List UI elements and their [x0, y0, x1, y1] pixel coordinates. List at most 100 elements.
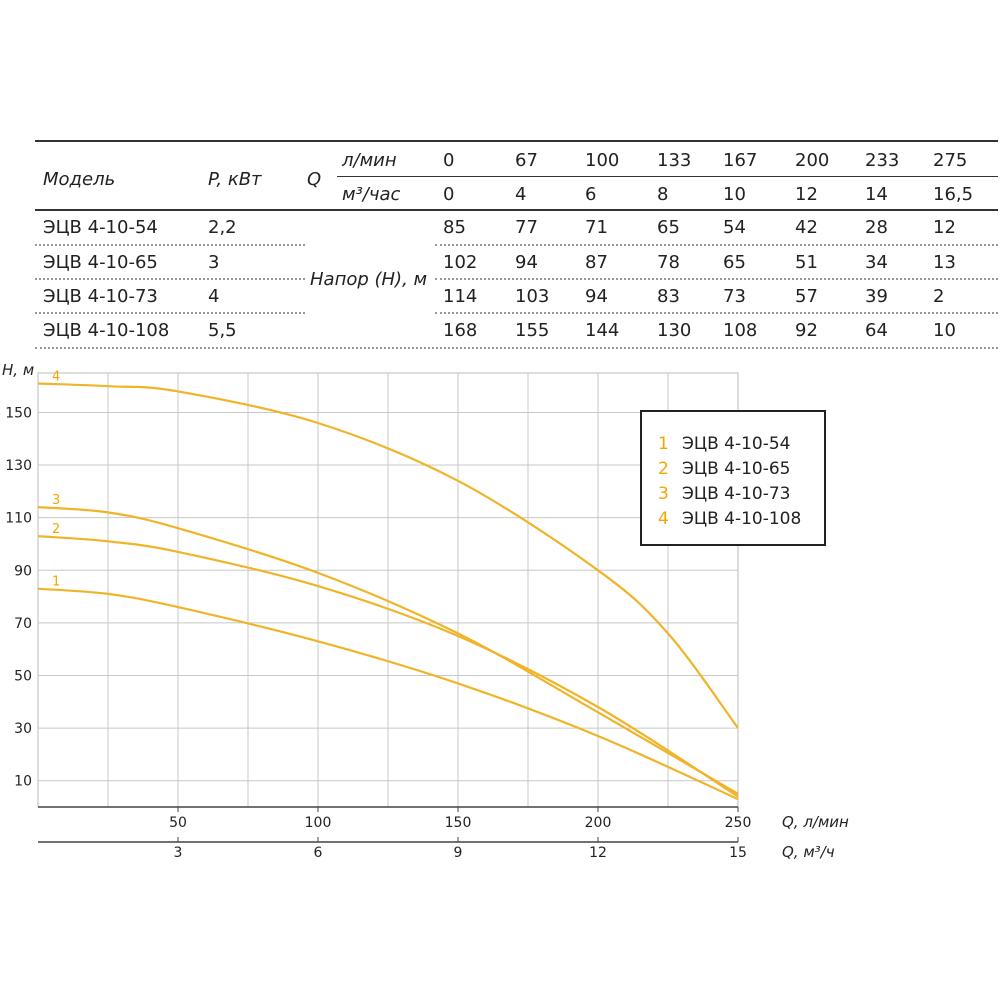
chart-grid: [37, 372, 739, 808]
head-cell: 92: [795, 320, 818, 341]
legend-label: ЭЦВ 4-10-108: [682, 509, 802, 529]
x-axis-label: Q, л/мин: [782, 813, 849, 831]
series-label: 3: [52, 493, 60, 508]
head-cell: 57: [795, 286, 818, 307]
model-header: Модель: [43, 169, 116, 190]
head-cell: 65: [723, 252, 746, 273]
flow-unit-m3h: м³/час: [342, 184, 401, 205]
x2-tick-label: 15: [729, 845, 747, 861]
y-tick-label: 50: [14, 668, 32, 684]
power-cell: 4: [208, 286, 220, 307]
flow-lmin-cell: 200: [795, 150, 830, 171]
y-tick-label: 10: [14, 774, 32, 790]
head-cell: 2: [933, 286, 945, 307]
flow-lmin-cell: 167: [723, 150, 758, 171]
x2-tick-label: 12: [589, 845, 607, 861]
head-cell: 13: [933, 252, 956, 273]
legend-label: ЭЦВ 4-10-54: [682, 434, 791, 454]
legend-marker: 2: [658, 459, 669, 479]
model-cell: ЭЦВ 4-10-65: [43, 252, 158, 273]
y-tick-label: 70: [14, 616, 32, 632]
chart-legend: 1 ЭЦВ 4-10-54 2 ЭЦВ 4-10-65 3 ЭЦВ 4-10-73 4…: [640, 410, 826, 546]
pump-data-table: Модель P, кВт Q л/мин м³/час Напор (Н), …: [0, 0, 1000, 360]
head-cell: 10: [933, 320, 956, 341]
head-cell: 51: [795, 252, 818, 273]
head-cell: 42: [795, 217, 818, 238]
table-top-rule: [35, 140, 998, 142]
y-axis-label: Н, м: [2, 361, 34, 379]
head-cell: 34: [865, 252, 888, 273]
power-cell: 5,5: [208, 320, 237, 341]
x2-tick-label: 3: [174, 845, 183, 861]
head-cell: 83: [657, 286, 680, 307]
flow-lmin-cell: 133: [657, 150, 692, 171]
head-cell: 130: [657, 320, 692, 341]
model-cell: ЭЦВ 4-10-73: [43, 286, 158, 307]
head-cell: 78: [657, 252, 680, 273]
header-divider: [337, 176, 998, 177]
head-cell: 168: [443, 320, 478, 341]
head-cell: 94: [515, 252, 538, 273]
head-cell: 65: [657, 217, 680, 238]
flow-header: Q: [307, 169, 322, 190]
x2-tick-label: 6: [314, 845, 323, 861]
model-cell: ЭЦВ 4-10-108: [43, 320, 170, 341]
header-bottom-rule: [35, 209, 998, 211]
flow-m3h-cell: 12: [795, 184, 818, 205]
y-tick-label: 90: [14, 563, 32, 579]
power-cell: 2,2: [208, 217, 237, 238]
head-cell: 77: [515, 217, 538, 238]
row-divider: [435, 244, 998, 246]
x2-tick-label: 9: [454, 845, 463, 861]
head-cell: 73: [723, 286, 746, 307]
row-divider: [35, 278, 305, 280]
y-tick-label: 30: [14, 721, 32, 737]
x-tick-label: 50: [169, 815, 187, 831]
row-divider: [435, 312, 998, 314]
flow-unit-lmin: л/мин: [342, 150, 397, 171]
head-cell: 64: [865, 320, 888, 341]
head-cell: 12: [933, 217, 956, 238]
flow-m3h-cell: 16,5: [933, 184, 974, 205]
power-cell: 3: [208, 252, 220, 273]
legend-item: 3 ЭЦВ 4-10-73: [658, 484, 790, 504]
legend-item: 2 ЭЦВ 4-10-65: [658, 459, 790, 479]
row-divider: [35, 312, 305, 314]
series-label: 1: [52, 575, 60, 590]
row-divider: [35, 244, 305, 246]
head-cell: 102: [443, 252, 478, 273]
flow-m3h-cell: 8: [657, 184, 669, 205]
flow-m3h-cell: 14: [865, 184, 888, 205]
head-cell: 94: [585, 286, 608, 307]
legend-item: 4 ЭЦВ 4-10-108: [658, 509, 801, 529]
series-line: [37, 587, 739, 801]
flow-m3h-cell: 10: [723, 184, 746, 205]
x2-axis-label: Q, м³/ч: [782, 843, 835, 861]
head-cell: 28: [865, 217, 888, 238]
power-header: P, кВт: [208, 169, 262, 190]
head-cell: 144: [585, 320, 620, 341]
y-tick-label: 110: [5, 511, 32, 527]
head-cell: 85: [443, 217, 466, 238]
flow-lmin-cell: 100: [585, 150, 620, 171]
legend-item: 1 ЭЦВ 4-10-54: [658, 434, 790, 454]
head-cell: 87: [585, 252, 608, 273]
series-line: [37, 382, 739, 729]
legend-label: ЭЦВ 4-10-65: [682, 459, 791, 479]
head-cell: 114: [443, 286, 478, 307]
model-cell: ЭЦВ 4-10-54: [43, 217, 158, 238]
flow-m3h-cell: 6: [585, 184, 597, 205]
legend-label: ЭЦВ 4-10-73: [682, 484, 791, 504]
chart-curves: 1 2 3 4: [37, 370, 739, 801]
series-line: [37, 535, 739, 798]
head-cell: 108: [723, 320, 758, 341]
series-line: [37, 506, 739, 795]
row-divider: [435, 278, 998, 280]
y-tick-label: 150: [5, 405, 32, 421]
head-label: Напор (Н), м: [310, 269, 428, 290]
x-tick-label: 200: [585, 815, 612, 831]
head-cell: 54: [723, 217, 746, 238]
